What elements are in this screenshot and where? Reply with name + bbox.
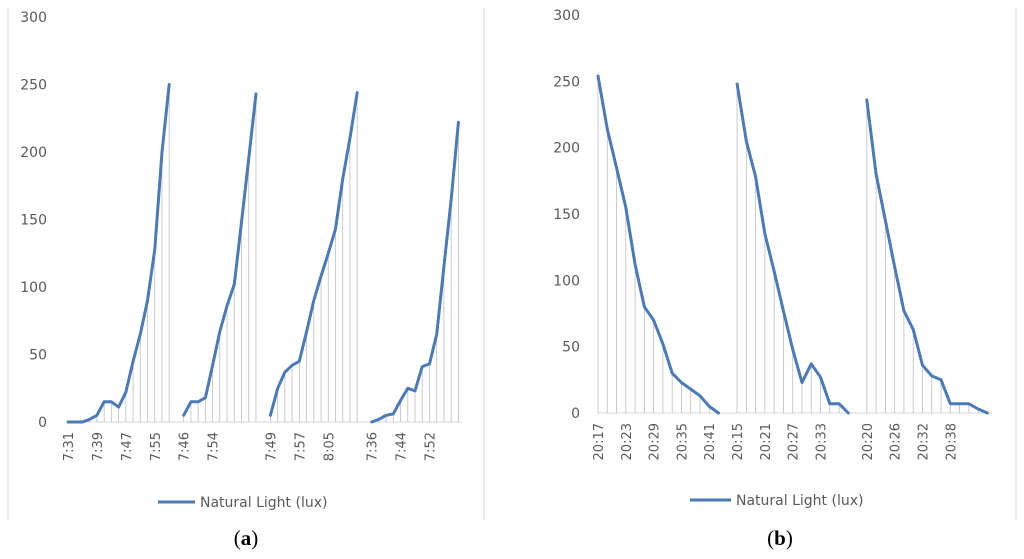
series-line-segment-3 xyxy=(268,91,359,417)
y-tick-label: 50 xyxy=(29,348,47,364)
series-line-segment-3 xyxy=(865,98,989,415)
y-tick-label: 100 xyxy=(553,273,580,289)
x-tick-label: 20:27 xyxy=(787,423,802,460)
caption-b: (b) xyxy=(767,526,793,550)
legend-label: Natural Light (lux) xyxy=(736,493,863,509)
x-tick-label: 7:39 xyxy=(91,432,106,461)
y-tick-label: 0 xyxy=(571,406,580,422)
x-tick-label: 7:55 xyxy=(149,432,164,461)
x-tick-label: 7:49 xyxy=(264,432,279,461)
x-tick-label: 7:31 xyxy=(62,432,77,461)
x-tick-label: 20:26 xyxy=(889,423,904,460)
series-line-segment-1 xyxy=(66,83,171,424)
y-tick-label: 150 xyxy=(20,213,47,229)
y-tick-label: 200 xyxy=(20,145,47,161)
x-tick-label: 20:15 xyxy=(731,423,746,460)
x-tick-label: 20:29 xyxy=(648,423,663,460)
x-tick-label: 20:33 xyxy=(815,423,830,460)
series-line-segment-2 xyxy=(182,92,258,417)
series-line-segment-1 xyxy=(596,74,720,415)
caption-a: (a) xyxy=(233,526,259,550)
x-tick-label: 8:05 xyxy=(322,432,337,461)
x-tick-label: 20:32 xyxy=(917,423,932,460)
y-tick-label: 200 xyxy=(553,141,580,157)
x-tick-label: 7:54 xyxy=(207,432,222,461)
y-tick-label: 0 xyxy=(38,415,47,431)
x-tick-label: 20:38 xyxy=(944,423,959,460)
chart-panel-b: 0 50 100 150 200 250 300 20:17 20:23 20:29 20:35 20… xyxy=(483,8,1017,520)
series-line-segment-4 xyxy=(370,120,460,424)
x-tick-label: 20:41 xyxy=(703,423,718,460)
x-tick-label: 20:20 xyxy=(861,423,876,460)
legend-label: Natural Light (lux) xyxy=(200,495,327,511)
x-tick-label: 20:35 xyxy=(675,423,690,460)
y-tick-label: 250 xyxy=(20,78,47,94)
x-tick-label: 7:36 xyxy=(366,432,381,461)
y-tick-label: 300 xyxy=(20,10,47,26)
x-tick-label: 7:52 xyxy=(424,432,439,461)
y-tick-label: 150 xyxy=(553,207,580,223)
x-tick-label: 7:44 xyxy=(395,432,410,461)
x-tick-label: 7:47 xyxy=(120,432,135,461)
y-tick-label: 250 xyxy=(553,74,580,90)
chart-panel-a: 0 50 100 150 200 250 300 7:31 7:39 7:47 7:55 7:46 7:… xyxy=(7,8,485,520)
x-tick-label: 7:46 xyxy=(178,432,193,461)
x-tick-label: 7:57 xyxy=(293,432,308,461)
y-tick-label: 300 xyxy=(553,8,580,24)
x-tick-label: 20:17 xyxy=(592,423,607,460)
y-tick-label: 50 xyxy=(562,340,580,356)
y-tick-label: 100 xyxy=(20,280,47,296)
x-tick-label: 20:21 xyxy=(759,423,774,460)
x-tick-label: 20:23 xyxy=(620,423,635,460)
series-line-segment-2 xyxy=(735,82,850,415)
